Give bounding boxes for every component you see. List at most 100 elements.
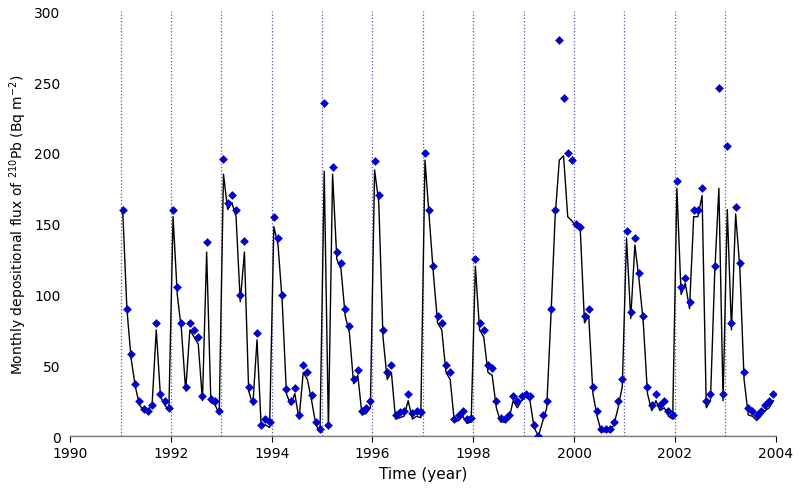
Point [754,407,767,415]
Point [439,362,452,369]
Point [486,365,498,372]
Point [435,319,448,327]
Point [255,421,268,429]
Point [515,393,528,401]
Point [553,37,566,44]
Point [326,164,339,172]
Point [461,415,474,423]
Point [238,237,251,245]
Point [616,376,629,384]
Point [394,408,406,416]
Point [314,425,326,433]
Point [494,414,507,422]
Point [381,369,394,377]
Point [121,305,134,313]
Point [666,411,679,419]
Point [338,305,351,313]
Point [284,397,297,405]
Point [385,362,398,369]
Point [217,155,230,163]
Point [406,410,418,418]
Point [633,270,646,278]
Point [536,411,549,419]
Point [129,380,142,388]
Point [402,390,414,398]
Point [590,407,603,415]
Point [322,421,335,429]
Point [620,227,633,235]
Point [158,397,171,405]
Point [767,390,780,398]
Point [364,397,377,405]
Point [230,206,242,214]
Point [662,407,675,415]
Point [410,407,423,415]
Point [133,397,146,405]
Point [650,390,662,398]
Point [717,390,730,398]
Point [570,221,582,228]
Point [213,407,226,415]
Point [498,415,511,423]
Point [679,274,692,282]
Point [629,235,642,243]
Point [490,397,502,405]
Point [154,390,167,398]
Point [750,411,763,419]
Point [566,157,578,164]
Point [226,192,238,200]
Point [687,206,700,214]
Point [637,312,650,320]
Point [540,397,553,405]
Point [259,415,272,423]
Point [276,291,289,299]
Point [670,178,683,186]
Point [200,239,213,246]
Point [263,418,276,426]
Point [725,319,738,327]
Point [246,397,259,405]
Point [506,393,519,401]
Point [162,404,175,412]
Point [301,369,314,377]
Point [646,401,658,409]
Point [607,418,620,426]
Point [205,396,218,404]
Point [125,350,138,358]
Point [763,397,776,405]
Point [297,362,310,369]
Point [368,158,381,166]
Point [171,284,184,292]
Point [473,319,486,327]
Point [360,404,373,412]
Point [562,150,574,158]
Point [456,407,469,415]
Y-axis label: Monthly depositional flux of $^{210}$Pb (Bq m$^{-2}$): Monthly depositional flux of $^{210}$Pb … [7,75,29,374]
Point [469,256,482,264]
Point [444,369,457,377]
Point [372,192,385,200]
Point [641,383,654,391]
Point [528,421,541,429]
Point [318,101,330,108]
Point [142,407,154,415]
Point [691,206,704,214]
X-axis label: Time (year): Time (year) [378,466,467,481]
Point [289,384,302,392]
Point [351,366,364,374]
Point [175,319,188,327]
Point [330,249,343,257]
Point [452,411,465,419]
Point [310,418,322,426]
Point [192,333,205,341]
Point [448,415,461,423]
Point [222,199,234,207]
Point [742,404,754,412]
Point [343,322,356,330]
Point [696,185,709,193]
Point [738,369,750,377]
Point [730,203,742,211]
Point [708,263,721,270]
Point [267,213,280,221]
Point [347,376,360,384]
